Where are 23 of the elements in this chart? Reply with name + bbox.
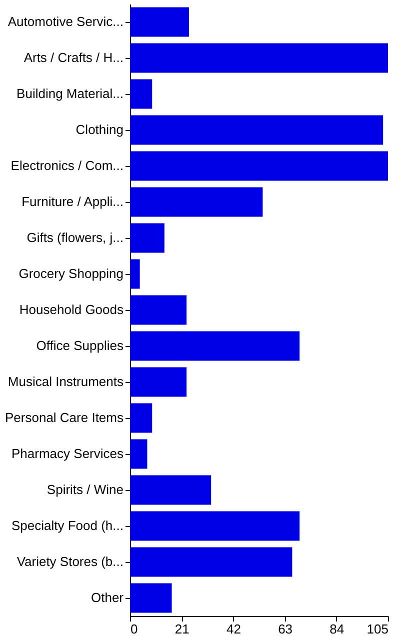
y-tick-label: Variety Stores (b... <box>16 554 124 569</box>
y-tick-label: Automotive Servic... <box>8 14 124 29</box>
y-tick-label: Arts / Crafts / H... <box>24 50 124 65</box>
y-tick-label: Furniture / Appli... <box>22 194 124 209</box>
y-tick-label: Clothing <box>76 122 124 137</box>
y-tick-label: Spirits / Wine <box>46 482 124 497</box>
y-tick-label: Household Goods <box>19 302 124 317</box>
y-tick-label: Building Material... <box>16 86 124 101</box>
y-tick-label: Pharmacy Services <box>12 446 124 461</box>
x-tick-label: 84 <box>330 622 344 636</box>
x-tick-label: 42 <box>226 622 241 636</box>
x-tick-label: 0 <box>130 622 138 636</box>
y-tick-label: Musical Instruments <box>8 374 124 389</box>
y-tick-label: Personal Care Items <box>5 410 124 425</box>
y-tick-label: Electronics / Com... <box>10 158 124 173</box>
y-tick-label: Gifts (flowers, j... <box>26 230 124 245</box>
y-tick-label: Grocery Shopping <box>18 266 124 281</box>
x-tick-label: 63 <box>278 622 293 636</box>
y-tick-label: Office Supplies <box>36 338 124 353</box>
x-tick-label: 21 <box>174 622 190 636</box>
y-tick-label: Other <box>90 590 124 605</box>
x-tick-label: 105 <box>366 622 388 636</box>
y-tick-label: Specialty Food (h... <box>12 518 124 533</box>
